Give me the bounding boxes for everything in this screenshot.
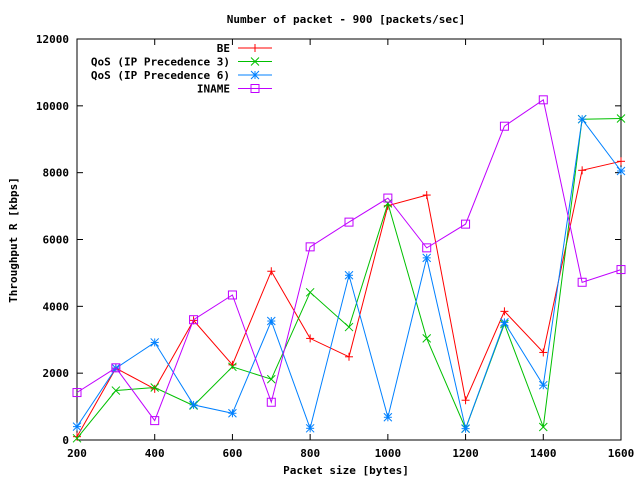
legend-item: INAME [197, 83, 272, 96]
y-tick-label: 0 [62, 434, 69, 447]
data-point [422, 191, 431, 200]
x-tick-label: 1000 [375, 447, 402, 460]
data-point [422, 253, 432, 263]
chart-title: Number of packet - 900 [packets/sec] [227, 13, 465, 26]
data-point [499, 121, 509, 131]
data-point [344, 322, 354, 332]
y-axis-label: Throughput R [kbps] [7, 177, 20, 303]
data-point [150, 338, 160, 347]
data-point [538, 380, 548, 390]
data-point [538, 95, 548, 105]
legend-item: QoS (IP Precedence 6) [91, 69, 272, 82]
legend-label: BE [217, 42, 230, 55]
legend-label: INAME [197, 83, 230, 96]
y-tick-label: 4000 [43, 300, 70, 313]
x-tick-label: 1600 [608, 447, 635, 460]
data-point [189, 315, 199, 325]
series-4 [72, 95, 626, 426]
data-point [73, 432, 81, 441]
data-point [251, 44, 259, 52]
data-point [461, 396, 470, 405]
data-point [111, 363, 121, 373]
data-point [422, 334, 432, 343]
data-point [461, 219, 471, 229]
data-point [305, 287, 315, 297]
x-axis-label: Packet size [bytes] [283, 464, 409, 477]
data-point [616, 166, 626, 176]
data-point [616, 114, 626, 123]
x-tick-label: 1200 [452, 447, 479, 460]
data-point [617, 157, 625, 166]
series-layer [72, 95, 626, 443]
data-point [266, 374, 276, 384]
data-point [500, 307, 509, 316]
data-point [305, 242, 315, 252]
data-point [422, 243, 432, 253]
data-point [344, 217, 354, 227]
data-point [383, 412, 393, 422]
data-point [539, 348, 548, 357]
legend-label: QoS (IP Precedence 3) [91, 56, 230, 69]
data-point [72, 433, 82, 443]
y-tick-label: 2000 [43, 367, 70, 380]
series-1 [73, 157, 625, 441]
x-tick-label: 1400 [530, 447, 557, 460]
data-point [500, 318, 509, 327]
data-point [345, 352, 353, 361]
data-point [250, 84, 260, 93]
legend-item: BE [217, 42, 272, 55]
data-point [227, 290, 237, 300]
y-tick-label: 8000 [43, 167, 70, 180]
data-point [578, 166, 587, 175]
data-point [267, 267, 276, 276]
y-tick-label: 10000 [36, 100, 69, 113]
data-point [150, 416, 160, 426]
data-point [250, 70, 260, 80]
data-point [538, 422, 548, 432]
data-point [250, 57, 260, 66]
data-point [266, 397, 276, 407]
data-point [72, 388, 82, 398]
series-2 [72, 114, 626, 443]
data-point [228, 362, 237, 372]
data-point [266, 316, 276, 326]
legend-item: QoS (IP Precedence 3) [91, 56, 272, 69]
x-tick-label: 800 [300, 447, 320, 460]
data-point [72, 422, 82, 431]
data-point [306, 334, 315, 343]
data-point [616, 265, 626, 275]
data-point [577, 114, 587, 124]
x-tick-label: 200 [67, 447, 87, 460]
data-point [228, 408, 237, 418]
data-point [383, 193, 393, 203]
series-line [76, 98, 622, 422]
data-point [305, 423, 315, 433]
axis-ticks: 200 400 600 800 1000 1200 1400 1600 0 2000 4000 600… [36, 33, 634, 460]
data-point [344, 270, 354, 280]
y-tick-label: 6000 [43, 234, 70, 247]
data-point [189, 400, 198, 410]
data-point [111, 386, 121, 395]
x-tick-label: 600 [222, 447, 242, 460]
data-point [150, 383, 160, 392]
series-3 [72, 114, 626, 433]
legend-label: QoS (IP Precedence 6) [91, 69, 230, 82]
y-tick-label: 12000 [36, 33, 69, 46]
data-point [461, 424, 470, 433]
data-point [577, 277, 587, 287]
x-tick-label: 400 [145, 447, 165, 460]
